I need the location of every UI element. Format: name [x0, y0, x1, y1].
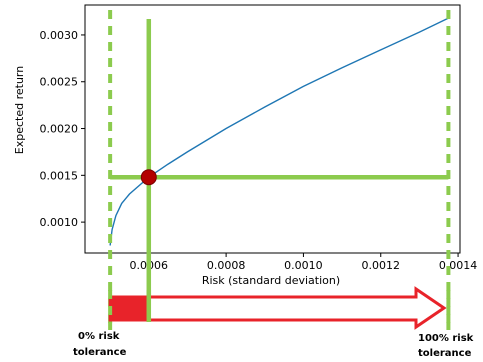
y-tick-label: 0.0015 — [40, 169, 79, 182]
y-tick-label: 0.0025 — [40, 76, 79, 89]
frontier-line — [109, 17, 449, 246]
max-tolerance-label: 100% risk tolerance — [418, 333, 474, 359]
max-tolerance-label-line1: 100% risk — [418, 333, 474, 344]
min-tolerance-label: 0% risk tolerance — [73, 331, 127, 358]
max-tolerance-label-line2: tolerance — [418, 348, 472, 359]
y-tick-label: 0.0020 — [40, 123, 79, 136]
risk-tolerance-arrow-outline — [108, 286, 447, 330]
x-axis-label: Risk (standard deviation) — [202, 274, 340, 287]
y-tick-label: 0.0010 — [40, 216, 79, 229]
axes-frame — [84, 4, 461, 254]
x-tick-label: 0.0014 — [439, 259, 478, 272]
x-tick-label: 0.0008 — [207, 259, 246, 272]
risk-tolerance-fill — [110, 297, 147, 320]
min-tolerance-label-line1: 0% risk — [78, 331, 120, 342]
x-tick-label: 0.0012 — [361, 259, 400, 272]
min-tolerance-label-line2: tolerance — [73, 347, 127, 358]
plot-area: 0.00060.00080.00100.00120.00140.00100.00… — [40, 4, 478, 272]
y-tick-label: 0.0030 — [40, 29, 79, 42]
risk-tolerance-guides — [108, 10, 451, 330]
y-axis-label: Expected return — [13, 66, 26, 154]
selected-portfolio-marker — [140, 169, 157, 186]
risk-tolerance-arrow — [108, 286, 451, 330]
x-tick-label: 0.0010 — [284, 259, 323, 272]
